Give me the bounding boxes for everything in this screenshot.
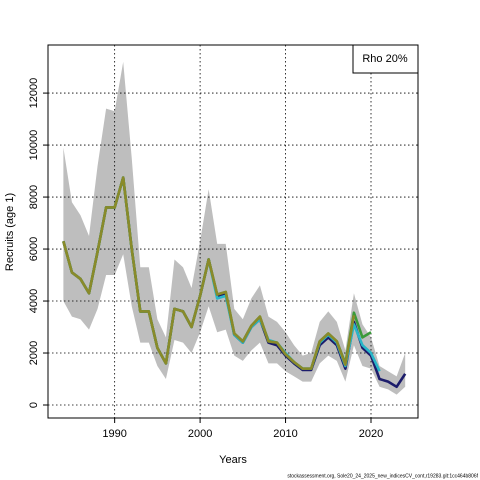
- y-tick-label: 6000: [28, 237, 40, 261]
- y-tick-label: 10000: [28, 130, 40, 161]
- annotation-box: [352, 44, 419, 74]
- plot-frame: [47, 44, 419, 419]
- y-tick-label: 12000: [28, 78, 40, 109]
- y-tick-label: 0: [28, 402, 40, 408]
- confidence-band: [63, 61, 406, 395]
- y-tick-label: 4000: [28, 289, 40, 313]
- x-tick-label: 2020: [359, 428, 383, 440]
- series-line: [62, 176, 356, 370]
- footer: stockassessment.org, Sole20_24_2025_new_…: [287, 473, 478, 479]
- y-tick-label: 2000: [28, 341, 40, 365]
- annotation: Rho 20%: [362, 53, 407, 65]
- x-tick-label: 2000: [188, 428, 212, 440]
- x-tick-label: 2010: [273, 428, 297, 440]
- y-tick-label: 8000: [28, 185, 40, 209]
- x-tick-label: 1990: [102, 428, 126, 440]
- y-axis-label: Recruits (age 1): [4, 193, 16, 271]
- x-axis-label: Years: [219, 454, 247, 466]
